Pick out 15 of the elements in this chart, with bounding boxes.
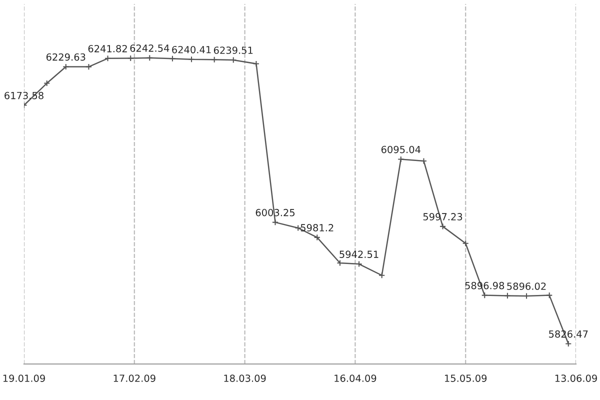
x-tick-label: 17.02.09 [114,374,156,382]
x-tick-label: 13.06.09 [555,374,597,382]
x-tick-label: 15.05.09 [445,374,487,382]
x-tick-label: 18.03.09 [224,374,266,382]
data-label: 6095.04 [381,146,420,154]
data-label: 6240.41 [172,46,211,54]
x-tick-label: 19.01.09 [3,374,45,382]
data-label: 6239.51 [214,46,253,54]
data-label: 6229.63 [46,53,86,61]
data-label: 5896.02 [507,282,546,290]
data-label: 5981.2 [300,224,334,232]
x-tick-label: 16.04.09 [334,374,376,382]
data-label: 5942.51 [340,250,378,258]
data-label: 6241.82 [88,44,127,52]
data-label: 6242.54 [130,44,170,52]
